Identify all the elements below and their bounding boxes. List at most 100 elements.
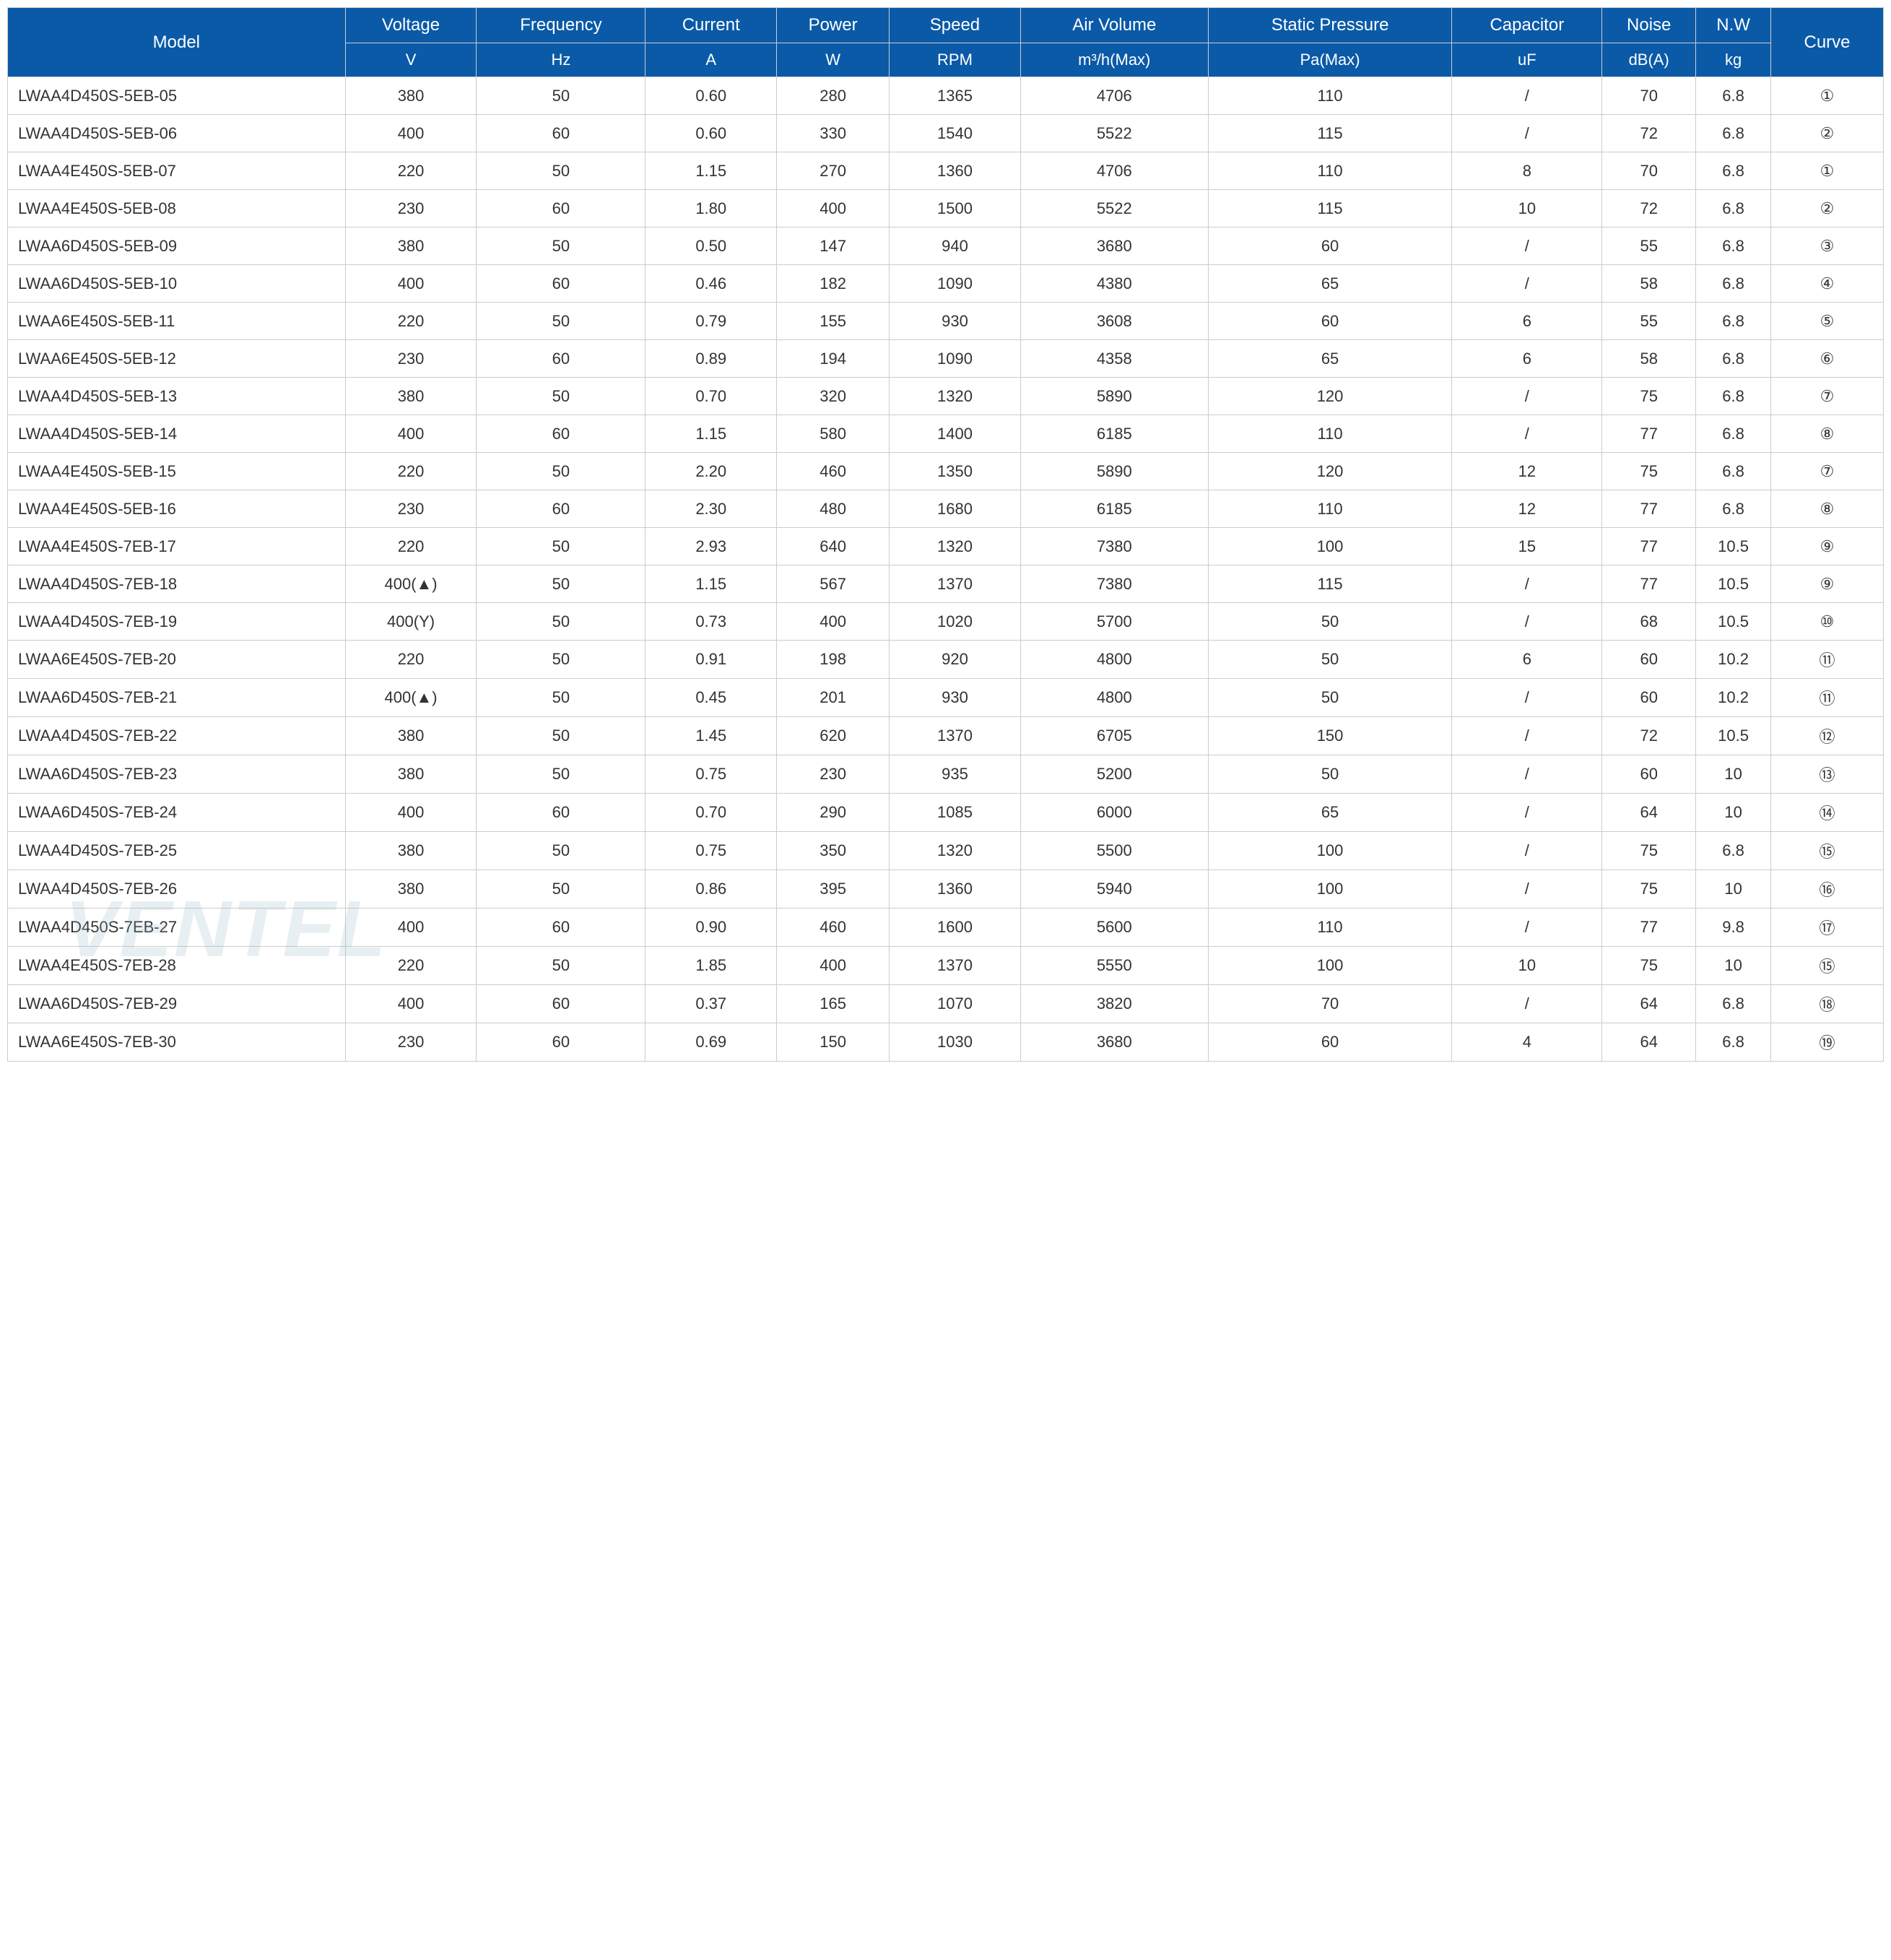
table-row: LWAA4D450S-5EB-05380500.6028013654706110… [8,77,1884,115]
cell-model: LWAA6D450S-7EB-23 [8,755,346,794]
cell-n.w: 10 [1696,870,1771,909]
col-header-model: Model [8,8,346,77]
cell-air-volume: 7380 [1020,528,1208,565]
cell-voltage: 230 [345,340,477,378]
cell-capacitor: / [1452,794,1602,832]
cell-speed: 1085 [890,794,1021,832]
cell-model: LWAA4E450S-5EB-16 [8,490,346,528]
cell-current: 0.50 [645,227,777,265]
table-row: LWAA6D450S-7EB-24400600.702901085600065/… [8,794,1884,832]
cell-speed: 1370 [890,947,1021,985]
cell-static-pressure: 100 [1208,528,1452,565]
cell-air-volume: 5940 [1020,870,1208,909]
cell-curve: ⑨ [1771,565,1884,603]
cell-model: LWAA4D450S-7EB-19 [8,603,346,641]
cell-voltage: 220 [345,947,477,985]
cell-capacitor: 12 [1452,490,1602,528]
cell-noise: 75 [1602,832,1696,870]
cell-frequency: 50 [477,755,645,794]
cell-noise: 72 [1602,115,1696,152]
cell-capacitor: 6 [1452,303,1602,340]
cell-voltage: 400 [345,794,477,832]
cell-speed: 1540 [890,115,1021,152]
cell-noise: 75 [1602,453,1696,490]
cell-voltage: 230 [345,490,477,528]
cell-static-pressure: 50 [1208,603,1452,641]
cell-voltage: 400 [345,909,477,947]
cell-current: 0.86 [645,870,777,909]
cell-current: 0.73 [645,603,777,641]
cell-capacitor: 4 [1452,1023,1602,1062]
cell-capacitor: / [1452,832,1602,870]
cell-power: 460 [777,453,890,490]
cell-voltage: 380 [345,832,477,870]
cell-static-pressure: 50 [1208,641,1452,679]
cell-capacitor: / [1452,265,1602,303]
cell-static-pressure: 65 [1208,794,1452,832]
cell-speed: 1320 [890,832,1021,870]
cell-air-volume: 5522 [1020,115,1208,152]
cell-static-pressure: 115 [1208,115,1452,152]
cell-noise: 60 [1602,679,1696,717]
cell-model: LWAA4D450S-5EB-13 [8,378,346,415]
cell-current: 2.30 [645,490,777,528]
cell-power: 290 [777,794,890,832]
cell-frequency: 50 [477,453,645,490]
cell-curve: ⑰ [1771,909,1884,947]
cell-speed: 935 [890,755,1021,794]
cell-frequency: 60 [477,909,645,947]
cell-capacitor: 12 [1452,453,1602,490]
cell-n.w: 6.8 [1696,453,1771,490]
cell-air-volume: 5600 [1020,909,1208,947]
cell-curve: ⑤ [1771,303,1884,340]
cell-frequency: 60 [477,340,645,378]
cell-noise: 60 [1602,755,1696,794]
cell-noise: 70 [1602,152,1696,190]
cell-voltage: 400 [345,415,477,453]
cell-air-volume: 4706 [1020,152,1208,190]
cell-voltage: 230 [345,1023,477,1062]
cell-speed: 1360 [890,870,1021,909]
cell-noise: 68 [1602,603,1696,641]
cell-frequency: 50 [477,303,645,340]
cell-model: LWAA4D450S-7EB-18 [8,565,346,603]
cell-static-pressure: 100 [1208,870,1452,909]
cell-noise: 64 [1602,985,1696,1023]
cell-model: LWAA6E450S-7EB-20 [8,641,346,679]
cell-air-volume: 3820 [1020,985,1208,1023]
table-row: LWAA6E450S-7EB-20220500.9119892048005066… [8,641,1884,679]
cell-model: LWAA4E450S-7EB-17 [8,528,346,565]
col-header-n.w: N.W [1696,8,1771,43]
cell-power: 350 [777,832,890,870]
cell-noise: 58 [1602,340,1696,378]
table-row: LWAA4D450S-5EB-14400601.1558014006185110… [8,415,1884,453]
cell-current: 0.69 [645,1023,777,1062]
cell-model: LWAA6D450S-5EB-10 [8,265,346,303]
cell-air-volume: 5500 [1020,832,1208,870]
cell-curve: ⑪ [1771,641,1884,679]
cell-model: LWAA4E450S-7EB-28 [8,947,346,985]
cell-static-pressure: 100 [1208,832,1452,870]
cell-noise: 70 [1602,77,1696,115]
cell-curve: ⑪ [1771,679,1884,717]
cell-capacitor: 6 [1452,340,1602,378]
cell-power: 201 [777,679,890,717]
cell-speed: 1360 [890,152,1021,190]
col-header-frequency: Frequency [477,8,645,43]
cell-speed: 1070 [890,985,1021,1023]
header-row-labels: ModelVoltageFrequencyCurrentPowerSpeedAi… [8,8,1884,43]
cell-power: 320 [777,378,890,415]
table-row: LWAA4D450S-7EB-26380500.8639513605940100… [8,870,1884,909]
cell-power: 150 [777,1023,890,1062]
cell-frequency: 60 [477,794,645,832]
cell-power: 400 [777,947,890,985]
cell-n.w: 10.5 [1696,565,1771,603]
cell-capacitor: 10 [1452,190,1602,227]
cell-model: LWAA4E450S-5EB-08 [8,190,346,227]
cell-power: 460 [777,909,890,947]
cell-noise: 58 [1602,265,1696,303]
cell-air-volume: 5550 [1020,947,1208,985]
cell-air-volume: 3680 [1020,227,1208,265]
cell-noise: 60 [1602,641,1696,679]
cell-noise: 75 [1602,870,1696,909]
